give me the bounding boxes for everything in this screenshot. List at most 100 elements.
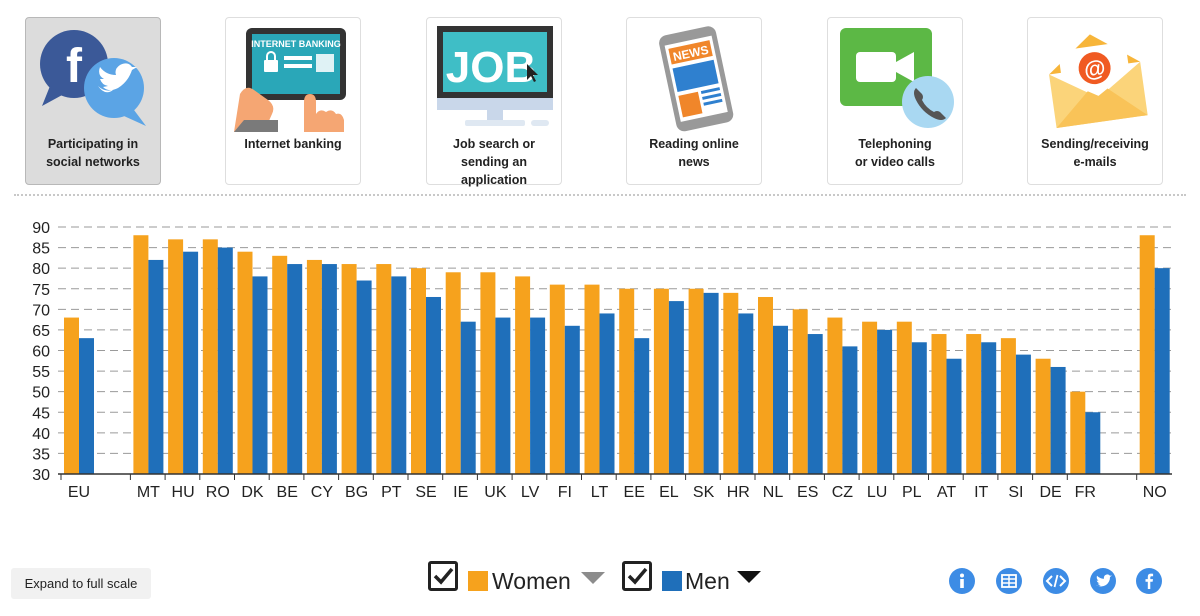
bar-men[interactable] xyxy=(1154,268,1170,474)
tab-label: Telephoning or video calls xyxy=(855,137,935,169)
bar-men[interactable] xyxy=(1050,366,1066,474)
tab-online-news[interactable]: NEWS Reading online news xyxy=(626,17,762,185)
bar-men[interactable] xyxy=(668,301,684,474)
bar-women[interactable] xyxy=(653,288,669,474)
bar-men[interactable] xyxy=(183,251,199,474)
tab-label: Participating in social networks xyxy=(46,137,140,169)
bar-men[interactable] xyxy=(1015,354,1031,474)
bar-men[interactable] xyxy=(530,317,546,474)
y-tick-label: 50 xyxy=(32,385,50,402)
expand-full-scale-button[interactable]: Expand to full scale xyxy=(11,568,151,599)
bar-men[interactable] xyxy=(946,358,962,474)
bar-women[interactable] xyxy=(862,321,878,474)
bar-women[interactable] xyxy=(480,272,496,474)
x-tick-label: DK xyxy=(241,484,264,501)
facebook-button[interactable] xyxy=(1136,568,1162,594)
x-tick-label: SI xyxy=(1008,484,1023,501)
x-tick-label: NL xyxy=(763,484,784,501)
bar-women[interactable] xyxy=(549,284,565,474)
bar-women[interactable] xyxy=(1070,391,1086,474)
bar-men[interactable] xyxy=(842,346,858,474)
bar-women[interactable] xyxy=(1035,358,1051,474)
embed-icon xyxy=(1045,574,1067,588)
bar-women[interactable] xyxy=(376,264,392,474)
bar-women[interactable] xyxy=(966,334,982,474)
bar-men[interactable] xyxy=(495,317,511,474)
bar-men[interactable] xyxy=(599,313,615,474)
tab-emails[interactable]: @ Sending/receiving e-mails xyxy=(1027,17,1163,185)
tab-job-search[interactable]: JOB Job search or sending an application xyxy=(426,17,562,187)
bar-men[interactable] xyxy=(1085,412,1101,474)
bar-men[interactable] xyxy=(287,264,303,474)
y-tick-label: 70 xyxy=(32,302,50,319)
bar-men[interactable] xyxy=(738,313,754,474)
bar-women[interactable] xyxy=(411,268,426,474)
embed-button[interactable] xyxy=(1043,568,1069,594)
bar-women[interactable] xyxy=(584,284,600,474)
women-sort-icon[interactable] xyxy=(581,572,605,584)
bar-men[interactable] xyxy=(981,342,997,474)
bar-men[interactable] xyxy=(773,325,788,474)
y-tick-label: 80 xyxy=(32,261,50,278)
bar-men[interactable] xyxy=(426,296,441,474)
indicator-tabs: f Participating in social networks INTER… xyxy=(0,0,1200,190)
bar-women[interactable] xyxy=(827,317,843,474)
x-tick-label: HU xyxy=(172,484,195,501)
bar-men[interactable] xyxy=(148,259,164,474)
bar-men[interactable] xyxy=(460,321,476,474)
bar-women[interactable] xyxy=(64,317,79,474)
bar-chart: 30 35 40 45 50 55 60 65 70 75 80 85 90 EU MT HU RO DK BE CY… xyxy=(32,220,1172,501)
bar-women[interactable] xyxy=(758,296,773,474)
bar-women[interactable] xyxy=(272,255,288,474)
news-icon: NEWS xyxy=(659,26,734,132)
bar-women[interactable] xyxy=(168,239,184,474)
bar-women[interactable] xyxy=(1000,338,1016,474)
bar-women[interactable] xyxy=(688,288,704,474)
x-tick-label: ES xyxy=(797,484,818,501)
bar-women[interactable] xyxy=(515,276,531,474)
bar-men[interactable] xyxy=(807,334,823,474)
x-tick-label: IE xyxy=(453,484,468,501)
bar-men[interactable] xyxy=(321,264,337,474)
tab-internet-banking[interactable]: INTERNET BANKING Internet banking xyxy=(225,17,361,185)
bar-women[interactable] xyxy=(619,288,635,474)
women-legend-label[interactable]: Women xyxy=(492,568,571,594)
tab-video-calls[interactable]: Telephoning or video calls xyxy=(827,17,963,185)
bar-women[interactable] xyxy=(306,259,322,474)
bar-women[interactable] xyxy=(237,251,253,474)
twitter-button[interactable] xyxy=(1090,568,1116,594)
checkmark-icon xyxy=(433,567,454,585)
x-tick-label: FI xyxy=(558,484,572,501)
bar-women[interactable] xyxy=(1139,235,1155,474)
bar-women[interactable] xyxy=(792,309,808,474)
bar-women[interactable] xyxy=(931,334,947,474)
bar-men[interactable] xyxy=(217,247,233,474)
bar-men[interactable] xyxy=(391,276,407,474)
bar-men[interactable] xyxy=(252,276,268,474)
bar-men[interactable] xyxy=(703,292,719,474)
x-tick-label: PT xyxy=(381,484,402,501)
men-checkbox[interactable] xyxy=(622,561,652,591)
table-button[interactable] xyxy=(996,568,1022,594)
bar-women[interactable] xyxy=(896,321,912,474)
bar-men[interactable] xyxy=(564,325,580,474)
bar-men[interactable] xyxy=(877,329,893,474)
bar-men[interactable] xyxy=(911,342,927,474)
tab-social-networks[interactable]: f Participating in social networks xyxy=(25,17,161,185)
info-button[interactable] xyxy=(949,568,975,594)
bar-men[interactable] xyxy=(634,338,650,474)
x-tick-label: FR xyxy=(1075,484,1096,501)
bar-women[interactable] xyxy=(341,264,357,474)
men-legend-label[interactable]: Men xyxy=(685,568,730,594)
bar-women[interactable] xyxy=(723,292,739,474)
bar-men[interactable] xyxy=(79,338,94,474)
x-tick-label: BE xyxy=(277,484,298,501)
x-tick-label: LT xyxy=(591,484,609,501)
bar-women[interactable] xyxy=(202,239,218,474)
women-checkbox[interactable] xyxy=(428,561,458,591)
men-sort-icon[interactable] xyxy=(737,571,761,583)
x-tick-label: EU xyxy=(68,484,90,501)
bar-women[interactable] xyxy=(445,272,461,474)
bar-men[interactable] xyxy=(356,280,372,474)
bar-women[interactable] xyxy=(133,235,149,474)
